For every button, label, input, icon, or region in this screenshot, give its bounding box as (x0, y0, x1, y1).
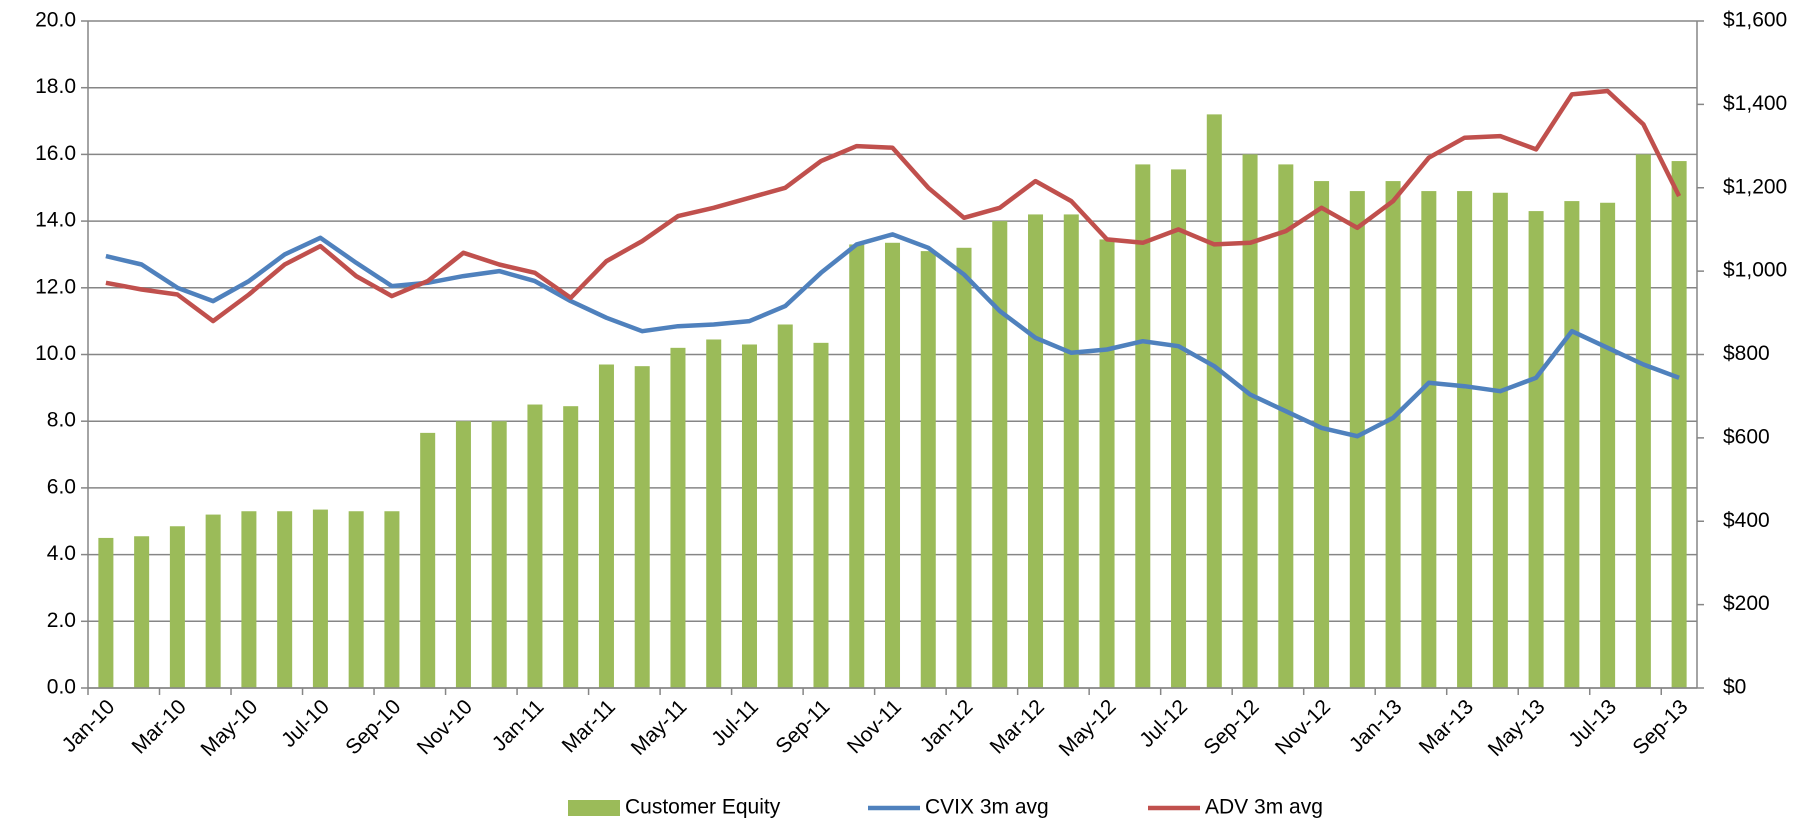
legend-swatch (568, 800, 620, 816)
bar (1349, 191, 1365, 688)
x-tick-label: Mar-11 (558, 695, 620, 757)
x-tick-label: Nov-12 (1271, 695, 1335, 759)
x-tick-label: May-12 (1055, 695, 1121, 761)
bar (491, 421, 507, 688)
bar (1063, 214, 1079, 688)
x-tick-label: Mar-13 (1415, 695, 1478, 758)
bar (205, 514, 221, 688)
legend-label: ADV 3m avg (1205, 796, 1323, 819)
y-tick-label: 4.0 (47, 542, 76, 565)
line (105, 232, 1680, 439)
bar (277, 511, 293, 688)
x-tick-label: Jan-13 (1345, 695, 1407, 757)
bar (992, 221, 1008, 688)
bar (1492, 192, 1508, 688)
x-tick-label: Jul-10 (277, 695, 334, 752)
y-tick-label: 0.0 (47, 676, 76, 699)
y2-tick-label: $600 (1723, 425, 1770, 448)
bar (134, 536, 150, 688)
x-tick-label: Sep-10 (341, 695, 405, 759)
bar (777, 324, 793, 688)
bar (348, 511, 364, 688)
y2-tick-label: $800 (1723, 342, 1770, 365)
bar (241, 511, 257, 688)
bar (169, 526, 185, 688)
y-tick-label: 16.0 (35, 142, 76, 165)
x-tick-label: Jul-13 (1564, 695, 1621, 752)
bar (1135, 164, 1151, 688)
x-tick-label: Sep-11 (771, 695, 834, 758)
y-tick-label: 10.0 (35, 342, 76, 365)
bar (98, 537, 114, 688)
bar (1457, 191, 1473, 688)
bar (1671, 161, 1687, 688)
legend-label: CVIX 3m avg (925, 796, 1049, 819)
bar (1528, 211, 1544, 688)
bar (598, 364, 614, 688)
bar (741, 344, 757, 688)
bar (1600, 202, 1616, 688)
bar (420, 432, 436, 688)
x-tick-label: Jan-10 (58, 695, 120, 757)
y2-tick-label: $0 (1723, 676, 1746, 699)
bar (312, 509, 328, 688)
bar (1278, 164, 1294, 688)
bar (1242, 154, 1258, 688)
y2-tick-label: $400 (1723, 509, 1770, 532)
x-tick-label: Nov-10 (413, 695, 477, 759)
x-tick-label: Nov-11 (843, 695, 906, 758)
y-tick-label: 18.0 (35, 75, 76, 98)
y-tick-label: 20.0 (35, 9, 76, 32)
line (105, 88, 1682, 324)
bar (956, 247, 972, 688)
y-tick-label: 6.0 (47, 475, 76, 498)
bar (1206, 114, 1222, 688)
x-tick-label: May-11 (627, 695, 692, 760)
y2-tick-label: $200 (1723, 592, 1770, 615)
y2-tick-label: $1,400 (1723, 92, 1787, 115)
y-tick-label: 12.0 (35, 275, 76, 298)
bar (634, 366, 650, 688)
bar (1635, 154, 1651, 688)
x-tick-label: May-10 (197, 695, 263, 761)
y-tick-label: 14.0 (35, 209, 76, 232)
bar (670, 347, 686, 688)
x-tick-label: Sep-12 (1199, 695, 1263, 759)
bar (920, 251, 936, 689)
x-tick-label: Sep-13 (1628, 695, 1692, 759)
legend-label: Customer Equity (625, 796, 781, 819)
bar (527, 404, 543, 688)
bar (1314, 181, 1330, 688)
y-tick-label: 2.0 (47, 609, 76, 632)
bar (384, 511, 400, 688)
x-tick-label: May-13 (1484, 695, 1550, 761)
bar (1099, 239, 1115, 688)
y2-tick-label: $1,600 (1723, 9, 1787, 32)
bar (813, 342, 829, 688)
y2-tick-label: $1,000 (1723, 259, 1787, 282)
bar (1028, 214, 1044, 688)
x-tick-label: Jul-12 (1135, 695, 1192, 752)
bar (706, 339, 722, 688)
bar (1421, 191, 1437, 688)
y-tick-label: 8.0 (47, 409, 76, 432)
x-tick-label: Mar-10 (128, 695, 191, 758)
bar (1385, 181, 1401, 688)
x-tick-label: Mar-12 (986, 695, 1049, 758)
x-tick-label: Jan-11 (488, 695, 549, 756)
bar (849, 244, 865, 688)
bar (455, 421, 471, 688)
x-tick-label: Jan-12 (916, 695, 978, 757)
x-tick-label: Jul-11 (707, 695, 763, 751)
y2-tick-label: $1,200 (1723, 175, 1787, 198)
bar (884, 242, 901, 688)
bar (1564, 201, 1580, 688)
bar (563, 406, 579, 688)
bar (1171, 169, 1187, 689)
